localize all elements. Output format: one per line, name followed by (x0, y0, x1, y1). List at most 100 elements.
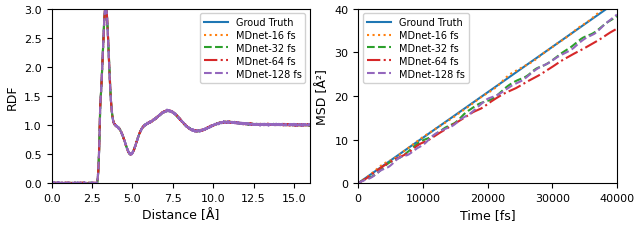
Groud Truth (299, 124, 307, 127)
MDnet-32 fs (561, 51, 568, 53)
MDnet-128 fs (252, 124, 259, 127)
MDnet-16 fs (48, 182, 56, 185)
MDnet-128 fs (532, 69, 540, 72)
MDnet-64 fs (299, 124, 307, 126)
Line: MDnet-128 fs: MDnet-128 fs (358, 16, 617, 183)
Ground Truth (468, 102, 476, 105)
MDnet-64 fs (613, 28, 621, 31)
MDnet-32 fs (48, 182, 56, 185)
Line: MDnet-16 fs: MDnet-16 fs (358, 0, 617, 183)
Line: MDnet-64 fs: MDnet-64 fs (358, 30, 617, 183)
Ground Truth (556, 41, 564, 44)
MDnet-64 fs (167, 110, 175, 113)
Line: MDnet-64 fs: MDnet-64 fs (52, 7, 310, 183)
MDnet-128 fs (102, 5, 109, 8)
MDnet-16 fs (459, 110, 467, 112)
Line: MDnet-16 fs: MDnet-16 fs (52, 6, 310, 183)
MDnet-128 fs (459, 117, 467, 120)
Groud Truth (167, 110, 175, 113)
MDnet-16 fs (556, 41, 564, 44)
MDnet-16 fs (561, 38, 568, 41)
MDnet-128 fs (355, 182, 362, 185)
Groud Truth (102, 5, 109, 8)
MDnet-128 fs (167, 110, 175, 113)
Groud Truth (173, 116, 181, 118)
MDnet-16 fs (381, 162, 388, 165)
MDnet-128 fs (468, 111, 476, 114)
MDnet-32 fs (61, 182, 68, 185)
MDnet-16 fs (299, 124, 307, 127)
MDnet-128 fs (61, 182, 68, 185)
Groud Truth (307, 124, 314, 127)
Groud Truth (299, 124, 307, 127)
Ground Truth (355, 182, 362, 185)
MDnet-128 fs (299, 125, 307, 127)
MDnet-32 fs (459, 114, 467, 117)
MDnet-64 fs (468, 112, 476, 114)
MDnet-128 fs (299, 124, 307, 127)
MDnet-16 fs (252, 124, 259, 126)
MDnet-128 fs (613, 14, 621, 17)
Line: MDnet-128 fs: MDnet-128 fs (52, 6, 310, 183)
MDnet-64 fs (252, 124, 259, 127)
Legend: Groud Truth, MDnet-16 fs, MDnet-32 fs, MDnet-64 fs, MDnet-128 fs: Groud Truth, MDnet-16 fs, MDnet-32 fs, M… (200, 14, 305, 84)
MDnet-16 fs (307, 124, 314, 127)
Ground Truth (381, 163, 388, 166)
Line: MDnet-32 fs: MDnet-32 fs (358, 17, 617, 183)
MDnet-32 fs (299, 124, 307, 126)
MDnet-64 fs (561, 58, 568, 61)
MDnet-128 fs (381, 168, 388, 170)
Line: MDnet-32 fs: MDnet-32 fs (52, 7, 310, 183)
MDnet-16 fs (174, 116, 182, 118)
Ground Truth (459, 109, 467, 112)
MDnet-128 fs (173, 115, 181, 118)
X-axis label: Time [fs]: Time [fs] (460, 209, 515, 222)
Y-axis label: MSD [Å²]: MSD [Å²] (316, 69, 329, 124)
MDnet-128 fs (561, 53, 568, 55)
MDnet-32 fs (532, 68, 540, 71)
MDnet-32 fs (381, 165, 388, 168)
MDnet-32 fs (468, 107, 476, 110)
MDnet-16 fs (468, 103, 476, 106)
MDnet-32 fs (355, 182, 362, 185)
MDnet-64 fs (173, 116, 181, 119)
Y-axis label: RDF: RDF (6, 84, 19, 109)
MDnet-16 fs (167, 111, 175, 113)
MDnet-32 fs (307, 124, 314, 127)
X-axis label: Distance [Å]: Distance [Å] (142, 209, 220, 222)
MDnet-64 fs (556, 61, 564, 64)
MDnet-16 fs (532, 59, 540, 62)
MDnet-32 fs (173, 115, 181, 118)
MDnet-64 fs (48, 182, 56, 185)
MDnet-64 fs (459, 118, 467, 121)
MDnet-32 fs (299, 124, 307, 127)
MDnet-32 fs (613, 16, 621, 19)
Line: Groud Truth: Groud Truth (52, 7, 310, 183)
MDnet-128 fs (307, 123, 314, 126)
Groud Truth (48, 182, 56, 185)
Groud Truth (61, 182, 68, 185)
MDnet-64 fs (532, 76, 540, 79)
Ground Truth (613, 1, 621, 4)
MDnet-16 fs (355, 182, 362, 185)
MDnet-16 fs (613, 0, 621, 1)
MDnet-16 fs (299, 124, 307, 127)
MDnet-128 fs (48, 182, 56, 185)
MDnet-128 fs (556, 55, 564, 58)
MDnet-64 fs (102, 5, 110, 8)
MDnet-16 fs (102, 5, 109, 8)
Ground Truth (561, 38, 568, 40)
MDnet-64 fs (299, 124, 307, 127)
MDnet-64 fs (307, 124, 314, 127)
Ground Truth (532, 58, 540, 61)
MDnet-64 fs (381, 164, 388, 167)
MDnet-64 fs (61, 182, 68, 184)
MDnet-32 fs (556, 54, 564, 57)
MDnet-32 fs (252, 123, 259, 126)
MDnet-32 fs (102, 5, 109, 8)
MDnet-32 fs (167, 111, 175, 113)
MDnet-16 fs (61, 182, 68, 185)
MDnet-64 fs (355, 182, 362, 185)
Legend: Ground Truth, MDnet-16 fs, MDnet-32 fs, MDnet-64 fs, MDnet-128 fs: Ground Truth, MDnet-16 fs, MDnet-32 fs, … (363, 14, 469, 84)
Line: Ground Truth: Ground Truth (358, 2, 617, 183)
